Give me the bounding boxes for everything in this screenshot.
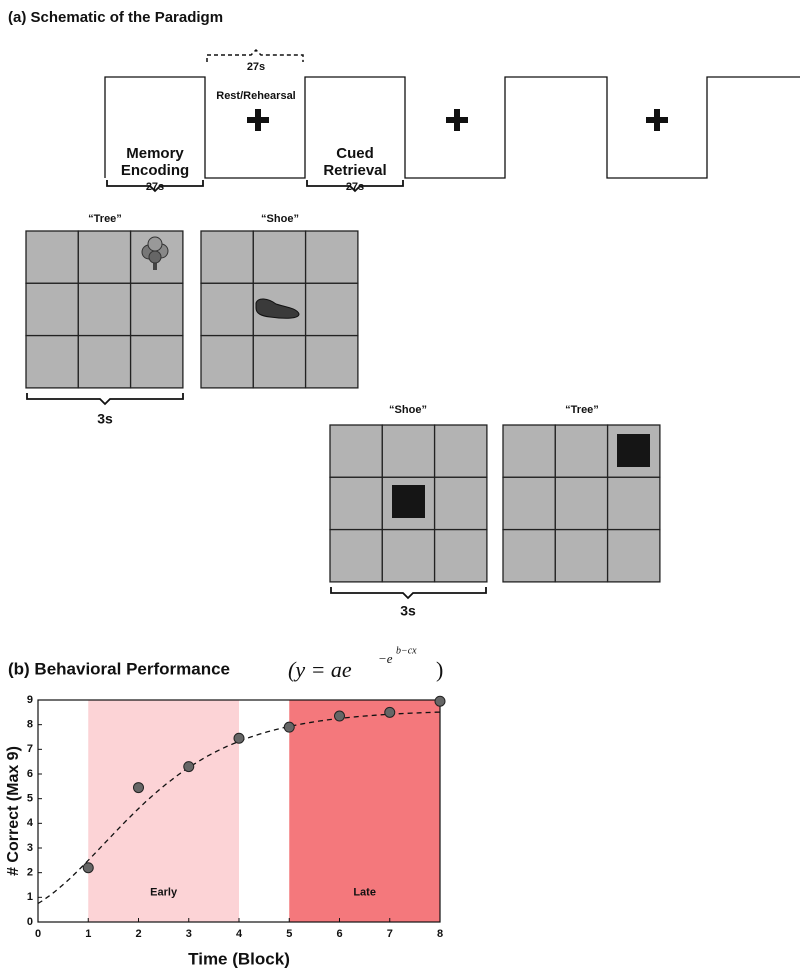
- formula: ): [436, 657, 443, 682]
- trial-duration: 3s: [400, 603, 416, 619]
- x-tick-label: 0: [35, 928, 41, 940]
- x-tick-label: 3: [186, 928, 192, 940]
- region-label: Early: [150, 886, 178, 898]
- grid-cell: [78, 283, 130, 335]
- data-point: [234, 733, 244, 743]
- y-tick-label: 6: [27, 768, 33, 780]
- region-label: Late: [353, 886, 376, 898]
- retrieval-label: Cued: [336, 145, 374, 162]
- grid-cell: [435, 530, 487, 582]
- retrieval-label: Retrieval: [323, 162, 386, 179]
- grid-cell: [330, 425, 382, 477]
- data-point: [335, 711, 345, 721]
- grid-cell: [503, 530, 555, 582]
- response-square: [617, 434, 650, 467]
- grid-cell: [382, 530, 434, 582]
- y-tick-label: 0: [27, 916, 33, 928]
- x-tick-label: 8: [437, 928, 443, 940]
- grid-cell: [555, 425, 607, 477]
- grid-cell: [253, 231, 305, 283]
- y-tick-label: 8: [27, 719, 33, 731]
- grid-cell: [26, 283, 78, 335]
- rest-duration: 27s: [247, 61, 265, 73]
- encoding-label: Encoding: [121, 162, 189, 179]
- data-point: [184, 762, 194, 772]
- grid-cell: [330, 530, 382, 582]
- grid-cell: [306, 231, 358, 283]
- chart: (b) Behavioral Performance (y = ae −e b−…: [5, 645, 445, 968]
- retrieval-duration: 27s: [346, 181, 364, 193]
- y-axis-label: # Correct (Max 9): [5, 746, 22, 876]
- y-tick-label: 9: [27, 694, 33, 706]
- x-tick-label: 2: [135, 928, 141, 940]
- x-tick-label: 4: [236, 928, 243, 940]
- grid-cell: [555, 477, 607, 529]
- grid-cell: [503, 425, 555, 477]
- y-tick-label: 1: [27, 891, 33, 903]
- x-tick-label: 1: [85, 928, 91, 940]
- panel-title: (a) Schematic of the Paradigm: [8, 9, 223, 26]
- grid-cell: [435, 477, 487, 529]
- grid-cell: [306, 283, 358, 335]
- cue-label: “Shoe”: [261, 213, 299, 225]
- y-tick-label: 4: [27, 817, 34, 829]
- grid-cell: [26, 336, 78, 388]
- grid-cell: [608, 530, 660, 582]
- formula: (y = ae: [288, 657, 352, 682]
- grid-cell: [435, 425, 487, 477]
- figure: (a) Schematic of the Paradigm 27s Rest/R…: [0, 0, 800, 975]
- grid-cell: [201, 231, 253, 283]
- y-tick-label: 5: [27, 793, 33, 805]
- chart-title: (b) Behavioral Performance: [8, 659, 230, 678]
- data-point: [83, 863, 93, 873]
- x-tick-label: 6: [336, 928, 342, 940]
- trial-brace: [331, 587, 486, 598]
- encoding-duration: 27s: [146, 181, 164, 193]
- data-point: [435, 696, 445, 706]
- x-tick-label: 5: [286, 928, 292, 940]
- grid-cell: [131, 336, 183, 388]
- grid-cell: [306, 336, 358, 388]
- grid-cell: [201, 336, 253, 388]
- grid-cell: [253, 336, 305, 388]
- grid-cell: [503, 477, 555, 529]
- y-tick-label: 3: [27, 842, 33, 854]
- encoding-label: Memory: [126, 145, 184, 162]
- response-square: [392, 485, 425, 518]
- trial-duration: 3s: [97, 411, 113, 427]
- x-tick-label: 7: [387, 928, 393, 940]
- grid-cell: [78, 336, 130, 388]
- x-axis-label: Time (Block): [188, 949, 290, 968]
- grid-cell: [201, 283, 253, 335]
- grid-cell: [78, 231, 130, 283]
- grid-cell: [608, 477, 660, 529]
- fixation-crosses: [247, 109, 668, 131]
- rest-label: Rest/Rehearsal: [216, 90, 296, 102]
- grid-cell: [330, 477, 382, 529]
- data-point: [284, 722, 294, 732]
- block-waveform: [105, 77, 800, 178]
- formula: −e: [378, 651, 393, 666]
- data-point: [385, 707, 395, 717]
- grid-cell: [382, 425, 434, 477]
- cue-label: “Tree”: [88, 213, 122, 225]
- cue-label: “Shoe”: [389, 404, 427, 416]
- grid-cell: [555, 530, 607, 582]
- cue-label: “Tree”: [565, 404, 599, 416]
- grid-cell: [131, 283, 183, 335]
- grid-cell: [26, 231, 78, 283]
- formula: b−cx: [396, 645, 417, 656]
- trial-brace: [27, 393, 183, 404]
- y-tick-label: 2: [27, 867, 33, 879]
- y-tick-label: 7: [27, 743, 33, 755]
- data-point: [134, 783, 144, 793]
